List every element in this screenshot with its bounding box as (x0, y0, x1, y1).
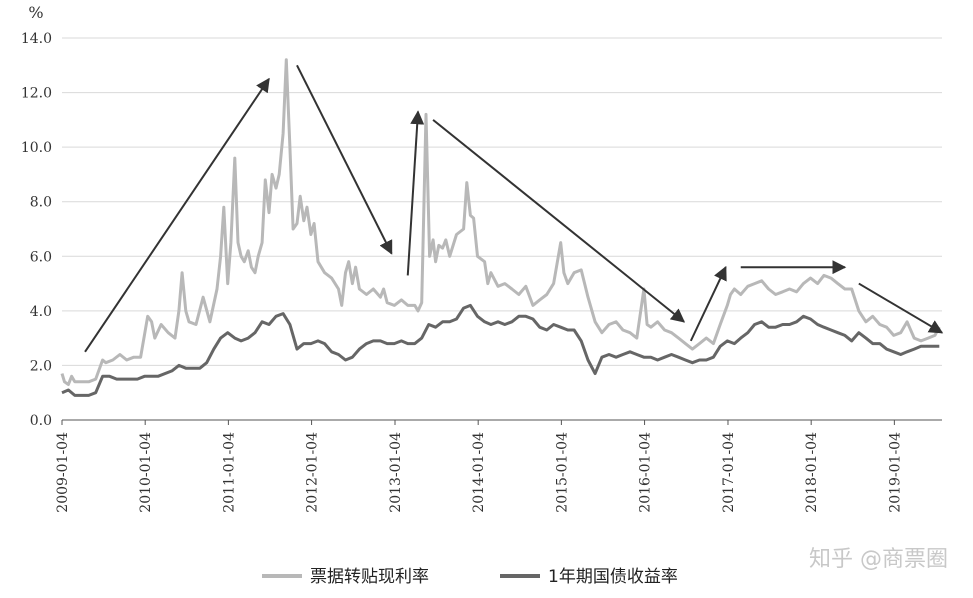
x-tick-label: 2016-01-04 (638, 432, 654, 513)
y-unit-label: % (28, 3, 43, 22)
series-lines (60, 58, 941, 397)
x-tick-label: 2010-01-04 (138, 432, 154, 513)
trend-arrows (84, 64, 944, 353)
x-tick-label: 2017-01-04 (721, 432, 737, 513)
y-tick-label: 8.0 (30, 195, 52, 211)
x-tick-label: 2014-01-04 (471, 432, 487, 513)
legend-label-1: 票据转贴现利率 (310, 567, 429, 587)
x-tick-label: 2019-01-04 (887, 432, 903, 513)
trend-arrow (296, 64, 393, 255)
y-tick-label: 2.0 (30, 358, 52, 374)
y-tick-label: 12.0 (21, 86, 52, 102)
gridlines (62, 37, 942, 421)
trend-arrow (858, 282, 944, 334)
series-line-1 (60, 58, 941, 386)
y-tick-label: 6.0 (30, 249, 52, 265)
axes: % 0.0 2.0 4.0 6.0 8.0 10.0 12.0 14.0 2009-01-04 20… (21, 3, 942, 513)
trend-arrow (84, 77, 270, 353)
y-tick-label: 10.0 (21, 140, 52, 156)
series-line-2 (61, 303, 940, 397)
watermark-text: 知乎 @商票圈 (809, 547, 948, 572)
x-tick-label: 2009-01-04 (55, 432, 71, 513)
trend-arrow (689, 265, 727, 342)
x-tick-label: 2018-01-04 (804, 432, 820, 513)
x-tick-label: 2015-01-04 (554, 432, 570, 513)
y-tick-label: 4.0 (30, 304, 52, 320)
trend-arrow (432, 119, 686, 323)
x-tick-label: 2012-01-04 (305, 432, 321, 513)
y-tick-label: 0.0 (30, 413, 52, 429)
legend-label-2: 1年期国债收益率 (548, 567, 678, 587)
trend-arrow (406, 110, 425, 276)
x-tick-label: 2013-01-04 (388, 432, 404, 513)
x-tick-label: 2011-01-04 (221, 432, 237, 513)
y-tick-label: 14.0 (21, 31, 52, 47)
legend: 票据转贴现利率 1年期国债收益率 (262, 567, 678, 587)
